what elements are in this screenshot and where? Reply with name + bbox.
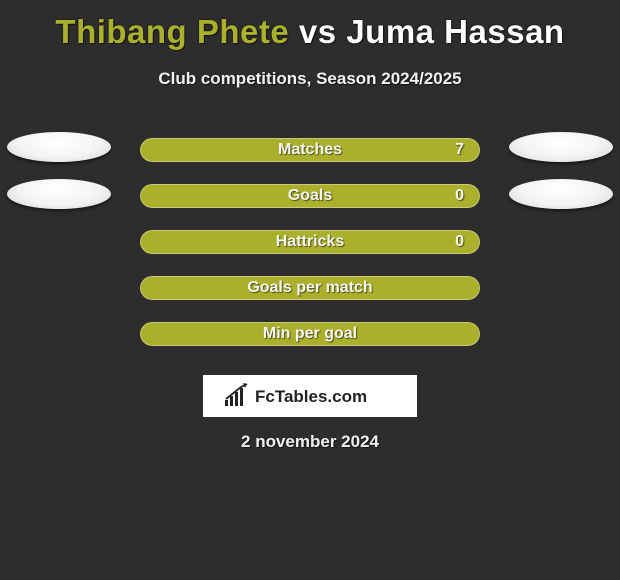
right-ellipse <box>509 179 613 209</box>
stat-bar-fill <box>140 230 480 254</box>
right-ellipse <box>509 132 613 162</box>
stat-bar-fill <box>140 184 480 208</box>
fctables-logo-icon: FcTables.com <box>225 382 395 410</box>
stat-bar-fill <box>140 276 480 300</box>
stat-bar: Min per goal <box>140 322 480 346</box>
stat-row: Hattricks0 <box>0 219 620 265</box>
watermark-text: FcTables.com <box>255 387 367 406</box>
comparison-infographic: Thibang Phete vs Juma Hassan Club compet… <box>0 0 620 580</box>
stat-row: Matches7 <box>0 127 620 173</box>
stat-row: Goals per match <box>0 265 620 311</box>
page-title: Thibang Phete vs Juma Hassan <box>0 13 620 51</box>
left-ellipse <box>7 132 111 162</box>
date-text: 2 november 2024 <box>0 432 620 452</box>
stat-bar: Hattricks0 <box>140 230 480 254</box>
stat-row: Min per goal <box>0 311 620 357</box>
left-ellipse <box>7 179 111 209</box>
stat-bar: Goals0 <box>140 184 480 208</box>
stat-row: Goals0 <box>0 173 620 219</box>
watermark-box: FcTables.com <box>203 375 417 417</box>
stat-bar: Matches7 <box>140 138 480 162</box>
stat-bar-fill <box>140 138 480 162</box>
player2-name: Juma Hassan <box>346 13 564 50</box>
subtitle: Club competitions, Season 2024/2025 <box>0 69 620 89</box>
stat-bar-fill <box>140 322 480 346</box>
vs-text: vs <box>299 13 337 50</box>
player1-name: Thibang Phete <box>55 13 289 50</box>
stats-area: Matches7 Goals0 Hattricks0 Goals per match M… <box>0 127 620 357</box>
stat-bar: Goals per match <box>140 276 480 300</box>
